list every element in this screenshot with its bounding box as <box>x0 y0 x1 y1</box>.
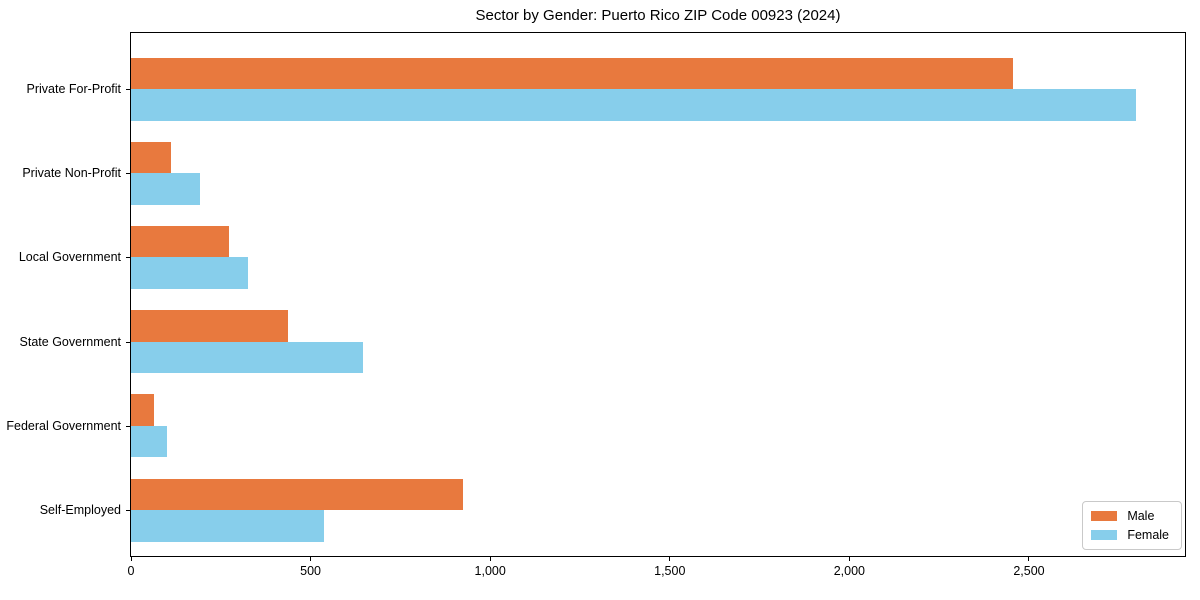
legend-label-male: Male <box>1127 509 1155 523</box>
bar-male-state-government <box>131 310 288 342</box>
bar-male-private-for-profit <box>131 57 1013 89</box>
y-tick-label-state-government: State Government <box>19 334 121 349</box>
x-tick-500 <box>310 556 312 561</box>
bar-male-local-government <box>131 225 230 258</box>
y-tick-label-private-non-profit: Private Non-Profit <box>22 166 121 181</box>
bar-male-federal-government <box>131 394 154 426</box>
bar-female-private-non-profit <box>131 173 200 205</box>
y-tick-private-for-profit <box>126 89 131 90</box>
x-tick-label-500: 500 <box>300 564 322 578</box>
y-tick-state-government <box>126 341 131 343</box>
x-tick-label-1000: 1,000 <box>474 564 506 578</box>
y-tick-self-employed <box>126 510 131 511</box>
y-tick-label-federal-government: Federal Government <box>6 418 121 433</box>
x-tick-0 <box>130 556 132 561</box>
bar-female-self-employed <box>131 510 324 542</box>
legend-label-female: Female <box>1127 528 1169 542</box>
bar-female-local-government <box>131 257 249 289</box>
bar-female-state-government <box>131 341 363 374</box>
legend-swatch-female <box>1091 530 1118 540</box>
y-tick-label-local-government: Local Government <box>18 250 121 265</box>
x-tick-label-2000: 2,000 <box>833 564 865 578</box>
y-tick-private-non-profit <box>126 173 131 175</box>
bar-female-federal-government <box>131 425 167 458</box>
y-tick-local-government <box>126 257 131 259</box>
legend: Male Female <box>1082 501 1182 550</box>
x-tick-2000 <box>848 556 850 561</box>
legend-row-male: Male <box>1091 509 1169 523</box>
legend-swatch-male <box>1091 511 1118 521</box>
y-tick-label-private-for-profit: Private For-Profit <box>26 82 121 96</box>
y-tick-federal-government <box>126 425 131 427</box>
bar-male-private-non-profit <box>131 141 171 174</box>
chart-title: Sector by Gender: Puerto Rico ZIP Code 0… <box>475 7 841 24</box>
x-tick-label-1500: 1,500 <box>654 564 686 578</box>
x-tick-label-0: 0 <box>127 564 135 578</box>
bar-male-self-employed <box>131 478 464 510</box>
bar-female-private-for-profit <box>131 89 1136 121</box>
plot-area: Private For-Profit Private Non-Profit Loca… <box>6 32 1186 578</box>
x-tick-1500 <box>669 556 671 561</box>
legend-row-female: Female <box>1091 528 1169 542</box>
x-tick-label-2500: 2,500 <box>1013 564 1045 578</box>
x-tick-1000 <box>489 556 491 561</box>
y-tick-label-self-employed: Self-Employed <box>39 503 121 517</box>
x-tick-2500 <box>1028 556 1030 561</box>
